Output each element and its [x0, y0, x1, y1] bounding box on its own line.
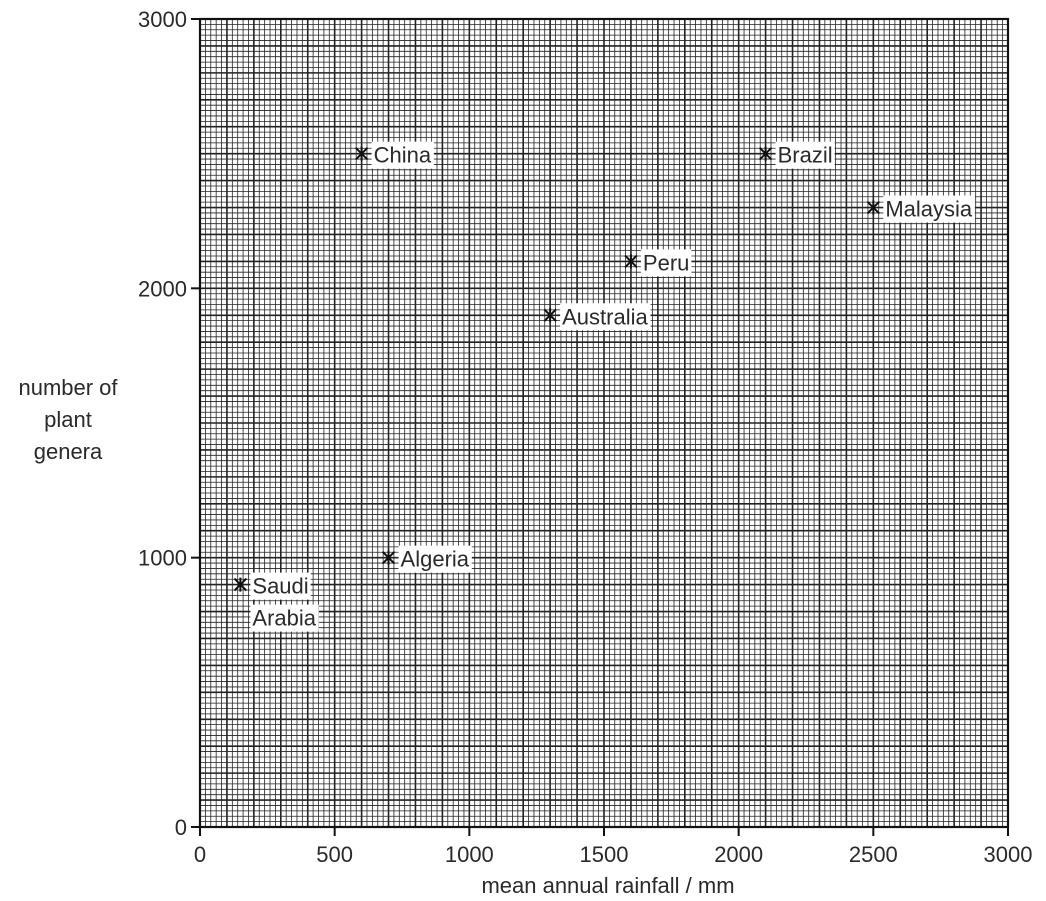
data-point: China [354, 141, 434, 169]
data-point: Malaysia [866, 195, 975, 223]
data-point: Brazil [758, 141, 835, 169]
point-label-background [560, 303, 651, 331]
point-label: Saudi [252, 574, 308, 599]
point-label: Malaysia [885, 197, 973, 222]
asterisk-marker [624, 254, 638, 269]
x-tick-label: 1500 [580, 842, 629, 867]
asterisk-marker [381, 550, 396, 565]
point-label: Peru [643, 250, 689, 275]
x-tick-label: 0 [194, 842, 206, 867]
point-label: China [374, 143, 432, 168]
point-label-background [775, 141, 835, 169]
grid [198, 17, 1010, 829]
x-tick-label: 3000 [984, 842, 1033, 867]
tick-labels: 0 500 1000 1500 2000 2500 3000 0 1000 2000 3000 [138, 7, 1032, 867]
y-axis-title: number of [18, 375, 118, 400]
point-label: Australia [562, 304, 648, 329]
point-label-background [250, 604, 319, 632]
y-tick-label: 3000 [138, 7, 187, 32]
x-tick-label: 500 [316, 842, 353, 867]
y-tick-label: 2000 [138, 276, 187, 301]
asterisk-marker [543, 308, 557, 323]
point-label: Brazil [778, 143, 833, 168]
x-tick-label: 1000 [445, 842, 494, 867]
asterisk-marker [866, 200, 881, 215]
x-tick-label: 2500 [849, 842, 898, 867]
point-label: Arabia [252, 606, 316, 631]
data-point: Peru [624, 249, 692, 277]
point-label-background [398, 545, 472, 573]
point-label-background [640, 249, 692, 277]
point-label-background [883, 195, 975, 223]
point-label-background [250, 572, 311, 600]
y-axis-title: genera [34, 439, 103, 464]
data-point: Saudi Arabia [233, 572, 319, 632]
x-axis-title: mean annual rainfall / mm [481, 873, 734, 898]
y-tick-label: 0 [175, 815, 187, 840]
y-axis-title: plant [44, 407, 92, 432]
point-label: Algeria [401, 547, 470, 572]
x-tick-label: 2000 [714, 842, 763, 867]
y-tick-label: 1000 [138, 546, 187, 571]
asterisk-marker [233, 577, 248, 592]
point-label-background [371, 141, 434, 169]
data-points: China Brazil Malaysia Peru Australia Algeria S… [233, 141, 975, 632]
axis-titles: mean annual rainfall / mm number of plant g… [18, 375, 734, 898]
asterisk-marker [758, 146, 773, 161]
axes [191, 18, 1009, 836]
asterisk-marker [354, 146, 369, 161]
data-point: Australia [543, 303, 651, 331]
data-point: Algeria [381, 545, 472, 573]
